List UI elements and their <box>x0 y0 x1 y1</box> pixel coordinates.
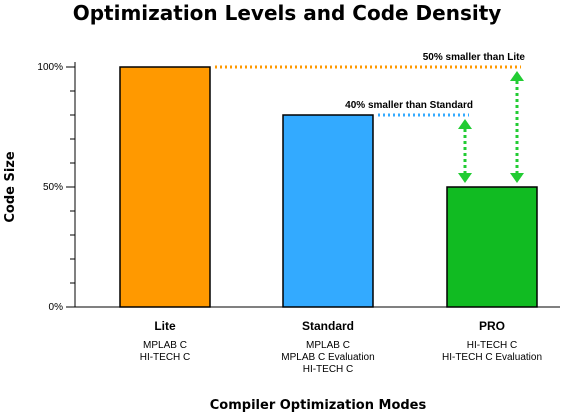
compiler-name: HI-TECH C <box>467 340 518 351</box>
y-tick-label: 50% <box>43 182 63 193</box>
compiler-name: MPLAB C Evaluation <box>281 352 374 363</box>
arrow-head-down <box>510 173 524 183</box>
y-tick-label: 0% <box>49 302 64 313</box>
compiler-name: MPLAB C <box>143 340 187 351</box>
compiler-name: HI-TECH C <box>140 352 191 363</box>
compiler-name: HI-TECH C Evaluation <box>442 352 542 363</box>
compiler-name: HI-TECH C <box>303 364 354 375</box>
category-label: Lite <box>154 319 176 333</box>
arrow-head-up <box>458 119 472 129</box>
y-tick-label: 100% <box>37 62 63 73</box>
x-axis-title: Compiler Optimization Modes <box>210 398 427 412</box>
bar-pro <box>446 186 538 308</box>
annotation-label: 50% smaller than Lite <box>423 52 526 63</box>
category-label: Standard <box>302 319 354 333</box>
y-ticks: 0% 50% 100% <box>37 62 75 313</box>
bar-lite <box>119 66 211 308</box>
arrow-head-down <box>458 173 472 183</box>
category-label: PRO <box>479 319 505 333</box>
bars <box>119 66 538 308</box>
compiler-name: MPLAB C <box>306 340 350 351</box>
chart-title: Optimization Levels and Code Density <box>73 1 502 25</box>
y-axis-title: Code Size <box>3 151 18 223</box>
annotations: 50% smaller than Lite 40% smaller than St… <box>215 52 525 183</box>
bar-standard <box>282 114 374 308</box>
arrow-head-up <box>510 71 524 81</box>
annotation-label: 40% smaller than Standard <box>345 100 473 111</box>
